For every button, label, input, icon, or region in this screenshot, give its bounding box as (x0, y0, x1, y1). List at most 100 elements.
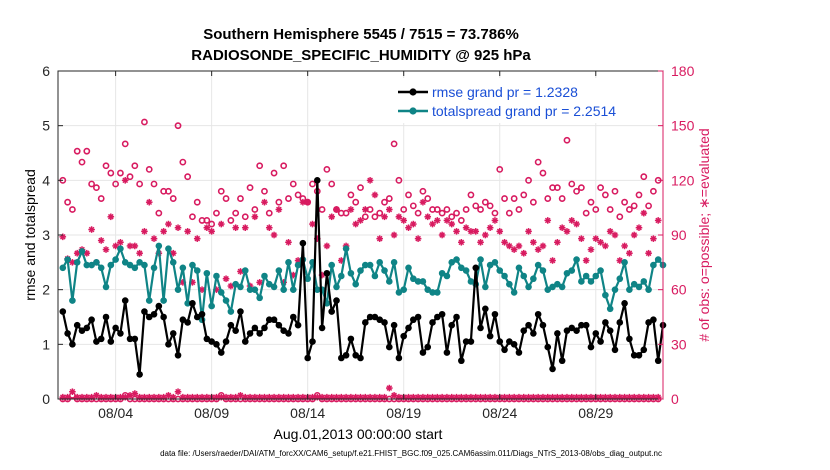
rmse-point (448, 321, 456, 329)
possible-obs-marker (371, 213, 379, 221)
possible-obs-marker (649, 187, 657, 195)
evaluated-obs-marker (640, 209, 648, 217)
evaluated-baseline-marker (386, 384, 393, 392)
evaluated-obs-marker (563, 228, 571, 235)
possible-obs-marker (222, 195, 230, 202)
totalspread-point (539, 267, 547, 274)
rmse-point (318, 324, 326, 332)
possible-obs-marker (645, 202, 652, 210)
possible-obs-marker (496, 165, 504, 173)
possible-obs-marker (395, 176, 403, 184)
evaluated-obs-marker (419, 198, 427, 206)
rmse-point (410, 316, 417, 324)
evaluated-obs-marker (390, 231, 398, 239)
possible-obs-marker (78, 158, 86, 166)
chart-subtitle: RADIOSONDE_SPECIFIC_HUMIDITY @ 925 hPa (191, 47, 531, 64)
possible-obs-marker (534, 158, 542, 166)
possible-obs-marker (117, 169, 124, 177)
rmse-point (169, 330, 177, 337)
possible-obs-marker (625, 206, 633, 213)
possible-obs-marker (582, 209, 590, 217)
rmse-point (193, 313, 201, 321)
rmse-point (482, 305, 489, 313)
y-right-tick-label: 60 (671, 282, 687, 298)
rmse-point (510, 341, 518, 348)
totalspread-point (246, 286, 254, 293)
rmse-point (337, 354, 345, 362)
rmse-point (241, 338, 249, 345)
y-axis-left-label: rmse and totalspread (22, 169, 38, 301)
totalspread-point (107, 261, 115, 269)
possible-obs-marker (309, 180, 316, 188)
totalspread-point (410, 275, 417, 283)
totalspread-point (419, 278, 427, 285)
possible-obs-marker (208, 220, 216, 228)
possible-obs-marker (69, 206, 76, 213)
y-left-tick-label: 2 (42, 282, 50, 298)
possible-obs-marker (424, 195, 432, 202)
evaluated-obs-marker (448, 220, 456, 228)
totalspread-point (222, 297, 230, 304)
totalspread-point (213, 272, 220, 280)
possible-obs-marker (520, 191, 528, 199)
possible-obs-marker (83, 147, 91, 155)
totalspread-point (654, 256, 662, 263)
evaluated-obs-marker (462, 224, 470, 232)
possible-obs-marker (241, 213, 249, 221)
evaluated-obs-marker (549, 257, 556, 264)
evaluated-obs-marker (232, 224, 239, 232)
totalspread-point (496, 267, 504, 274)
possible-obs-marker (318, 206, 326, 213)
evaluated-obs-marker (592, 235, 600, 242)
evaluated-obs-marker (366, 177, 374, 184)
totalspread-point (448, 259, 456, 266)
possible-obs-marker (491, 209, 499, 217)
evaluated-obs-marker (510, 246, 518, 253)
possible-obs-marker (539, 169, 547, 177)
possible-obs-marker (505, 209, 513, 217)
possible-obs-marker (587, 198, 595, 206)
rmse-point (78, 327, 86, 334)
rmse-point (534, 310, 542, 318)
possible-obs-marker (213, 209, 220, 217)
rmse-point (654, 357, 662, 365)
evaluated-obs-marker (261, 198, 268, 206)
rmse-point (438, 310, 446, 318)
evaluated-obs-marker (102, 246, 110, 253)
possible-obs-marker (126, 173, 134, 181)
rmse-point (366, 313, 374, 321)
evaluated-obs-marker (165, 220, 172, 228)
rmse-point (352, 351, 359, 359)
totalspread-point (145, 297, 153, 304)
totalspread-point (573, 256, 580, 263)
possible-obs-marker (448, 213, 456, 221)
rmse-point (261, 324, 268, 332)
rmse-point (333, 297, 340, 304)
evaluated-obs-marker (573, 220, 580, 228)
evaluated-baseline-marker (69, 388, 76, 396)
possible-obs-marker (347, 191, 355, 199)
possible-obs-marker (453, 209, 460, 217)
evaluated-obs-marker (424, 213, 432, 221)
possible-obs-marker (501, 195, 508, 202)
x-tick-label: 08/14 (290, 405, 325, 421)
rmse-point (429, 319, 436, 326)
rmse-point (294, 321, 302, 329)
possible-obs-marker (141, 118, 148, 126)
totalspread-point (458, 264, 465, 272)
evaluated-obs-marker (458, 238, 465, 246)
possible-obs-marker (357, 184, 364, 192)
x-tick-label: 08/09 (194, 405, 229, 421)
totalspread-point (160, 297, 167, 304)
totalspread-point (544, 286, 552, 293)
rmse-point (462, 338, 470, 345)
possible-obs-marker (510, 195, 518, 202)
totalspread-point (294, 261, 302, 269)
evaluated-obs-marker (486, 224, 494, 232)
rmse-point (323, 269, 331, 277)
totalspread-point (265, 280, 273, 288)
totalspread-point (131, 264, 139, 272)
rmse-point (506, 338, 513, 345)
evaluated-obs-marker (534, 246, 542, 253)
